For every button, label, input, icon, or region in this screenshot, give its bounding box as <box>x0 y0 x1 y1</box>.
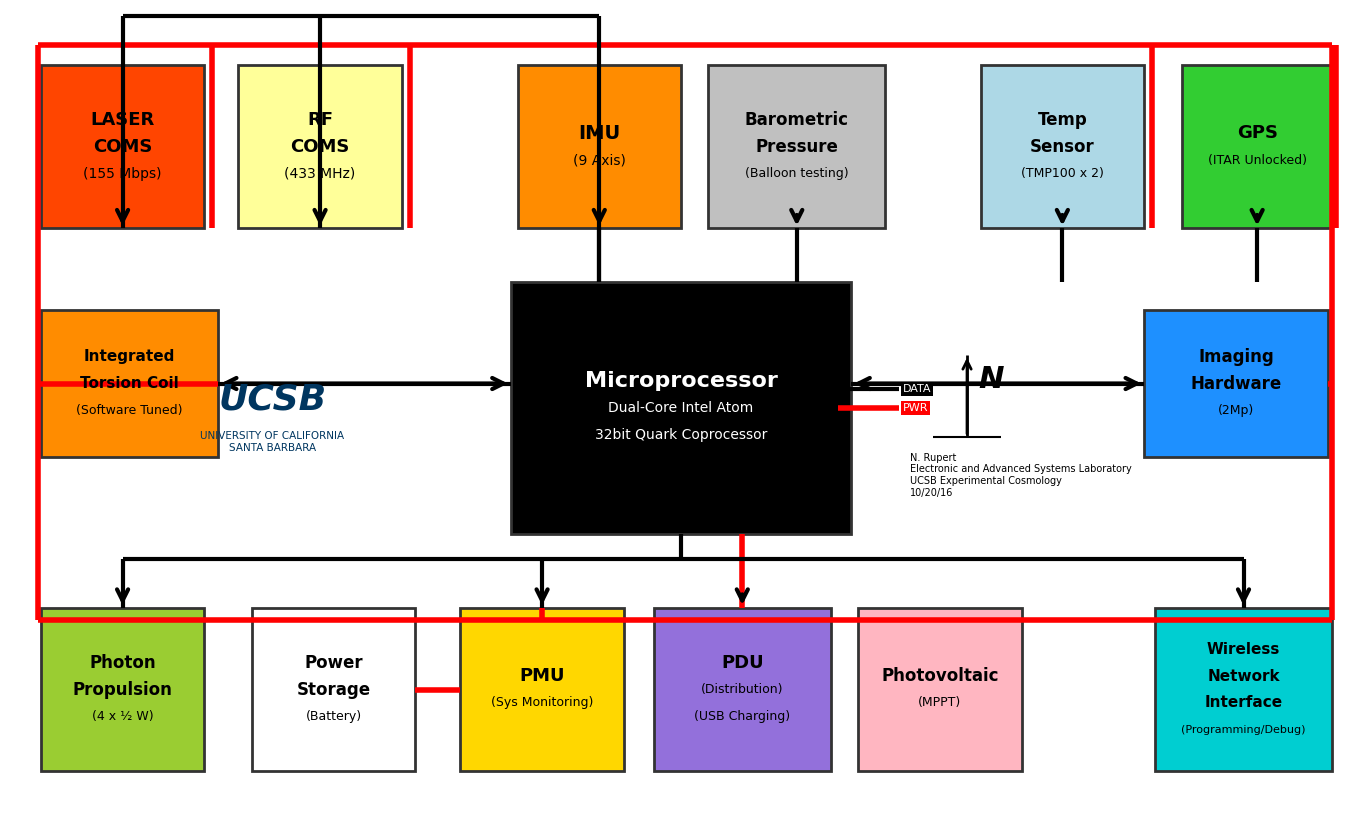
Text: N: N <box>979 365 1004 394</box>
Text: (ITAR Unlocked): (ITAR Unlocked) <box>1208 154 1306 166</box>
Text: Wireless: Wireless <box>1207 641 1280 657</box>
Text: PDU: PDU <box>720 654 764 672</box>
FancyBboxPatch shape <box>41 310 218 457</box>
Text: Propulsion: Propulsion <box>72 681 173 698</box>
Text: RF: RF <box>306 111 334 129</box>
Text: UCSB: UCSB <box>218 383 327 417</box>
Text: Photon: Photon <box>90 654 155 672</box>
Text: PMU: PMU <box>519 667 565 685</box>
Text: Photovoltaic: Photovoltaic <box>881 667 998 685</box>
Text: Barometric: Barometric <box>745 111 849 129</box>
FancyBboxPatch shape <box>1155 608 1332 771</box>
Text: Dual-Core Intel Atom: Dual-Core Intel Atom <box>609 401 753 415</box>
Text: PWR: PWR <box>903 403 929 413</box>
Text: (Software Tuned): (Software Tuned) <box>76 404 183 417</box>
FancyBboxPatch shape <box>238 65 402 228</box>
FancyBboxPatch shape <box>252 608 415 771</box>
Text: (Sys Monitoring): (Sys Monitoring) <box>490 697 594 709</box>
Text: COMS: COMS <box>93 138 153 156</box>
FancyBboxPatch shape <box>1182 65 1332 228</box>
FancyBboxPatch shape <box>654 608 831 771</box>
Text: Storage: Storage <box>297 681 370 698</box>
Text: (2Mp): (2Mp) <box>1218 404 1254 417</box>
Text: Torsion Coil: Torsion Coil <box>80 376 178 391</box>
Text: Network: Network <box>1207 668 1280 684</box>
FancyBboxPatch shape <box>981 65 1144 228</box>
Text: (Distribution): (Distribution) <box>701 683 783 696</box>
Text: (433 MHz): (433 MHz) <box>285 166 355 181</box>
FancyBboxPatch shape <box>1144 310 1328 457</box>
Text: GPS: GPS <box>1237 124 1278 143</box>
Text: (4 x ½ W): (4 x ½ W) <box>91 710 154 723</box>
Text: Interface: Interface <box>1204 695 1283 711</box>
FancyBboxPatch shape <box>41 608 204 771</box>
Text: LASER: LASER <box>90 111 155 129</box>
Text: (9 Axis): (9 Axis) <box>573 153 625 167</box>
Text: Pressure: Pressure <box>756 138 838 156</box>
Text: (Balloon testing): (Balloon testing) <box>745 167 849 180</box>
Text: Integrated: Integrated <box>83 349 176 364</box>
FancyBboxPatch shape <box>858 608 1022 771</box>
FancyBboxPatch shape <box>460 608 624 771</box>
Text: (USB Charging): (USB Charging) <box>695 710 790 723</box>
Text: Sensor: Sensor <box>1030 138 1095 156</box>
Text: (MPPT): (MPPT) <box>918 697 962 709</box>
Text: (TMP100 x 2): (TMP100 x 2) <box>1022 167 1103 180</box>
Text: COMS: COMS <box>290 138 350 156</box>
FancyBboxPatch shape <box>518 65 681 228</box>
FancyBboxPatch shape <box>511 282 851 534</box>
Text: Hardware: Hardware <box>1190 375 1282 392</box>
Text: (Battery): (Battery) <box>305 710 362 723</box>
Text: (Programming/Debug): (Programming/Debug) <box>1181 725 1306 735</box>
Text: Temp: Temp <box>1038 111 1087 129</box>
Text: Imaging: Imaging <box>1199 348 1273 366</box>
Text: IMU: IMU <box>577 124 621 143</box>
Text: N. Rupert
Electronic and Advanced Systems Laboratory
UCSB Experimental Cosmology: N. Rupert Electronic and Advanced System… <box>910 453 1132 498</box>
Text: 32bit Quark Coprocessor: 32bit Quark Coprocessor <box>595 428 767 442</box>
Text: Power: Power <box>304 654 364 672</box>
Text: DATA: DATA <box>903 384 932 394</box>
Text: Microprocessor: Microprocessor <box>584 371 778 391</box>
FancyBboxPatch shape <box>708 65 885 228</box>
Text: (155 Mbps): (155 Mbps) <box>83 166 162 181</box>
FancyBboxPatch shape <box>41 65 204 228</box>
Text: UNIVERSITY OF CALIFORNIA
SANTA BARBARA: UNIVERSITY OF CALIFORNIA SANTA BARBARA <box>200 432 345 453</box>
